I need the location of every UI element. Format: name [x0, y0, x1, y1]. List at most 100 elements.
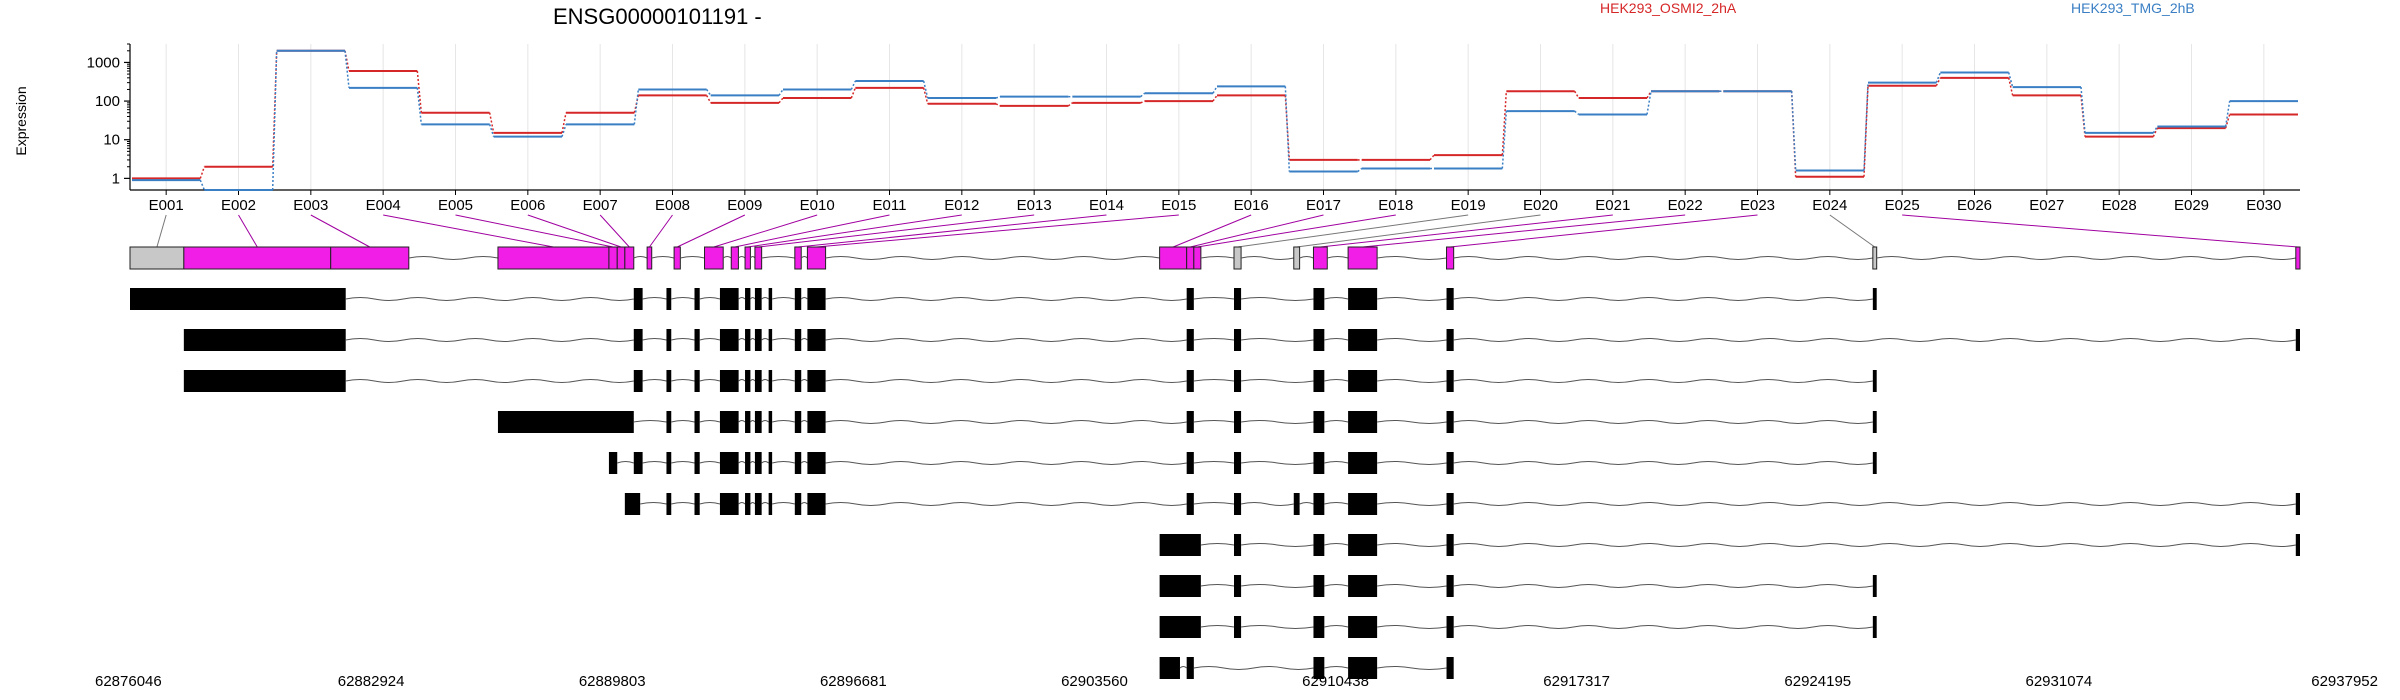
y-axis-label: Expression: [13, 86, 29, 155]
transcript-intron: [1240, 625, 1314, 629]
transcript-exon: [1159, 616, 1201, 638]
transcript-exon: [1233, 452, 1242, 474]
connector-e018: [1197, 214, 1396, 248]
step-connector: [344, 50, 350, 88]
gene-intron: [1453, 256, 1873, 260]
step-connector: [1501, 111, 1508, 169]
transcript-exon: [1293, 493, 1300, 515]
x-tick-label-e030: E030: [2246, 197, 2281, 214]
transcript-exon: [754, 493, 762, 515]
transcript-exon: [719, 493, 739, 515]
transcript-intron: [640, 502, 667, 505]
connector-e024: [1829, 214, 1876, 248]
transcript-exon: [1233, 575, 1242, 597]
exon-e013: [754, 246, 763, 270]
step-connector: [1212, 86, 1218, 94]
transcript-exon: [754, 411, 762, 433]
transcript-exon: [1446, 534, 1454, 556]
connector-e009: [677, 214, 746, 248]
step-connector: [561, 124, 567, 137]
step-connector: [416, 70, 423, 113]
transcript-exon: [1233, 370, 1242, 392]
transcript-exon: [1446, 329, 1454, 351]
transcript-tracks: [130, 288, 2300, 679]
step-connector: [561, 112, 567, 134]
transcript-7: [1159, 534, 2300, 556]
transcript-intron: [1200, 543, 1235, 546]
transcript-exon: [1186, 411, 1194, 433]
exon-e002: [183, 246, 332, 270]
transcript-exon: [794, 329, 802, 351]
transcript-intron: [699, 379, 721, 382]
transcript-exon: [1348, 411, 1378, 433]
transcript-exon: [1313, 575, 1325, 597]
transcript-intron: [1377, 625, 1447, 629]
transcript-intron: [699, 420, 721, 423]
transcript-intron: [750, 502, 756, 505]
transcript-intron: [800, 420, 808, 423]
x-tick-label-e026: E026: [1957, 197, 1992, 214]
transcript-exon: [1446, 493, 1454, 515]
transcript-exon: [1313, 657, 1325, 679]
transcript-exon: [1159, 575, 1201, 597]
transcript-intron: [1179, 666, 1188, 669]
transcript-intron: [1453, 420, 1873, 424]
exon-e020: [1293, 246, 1301, 270]
transcript-intron: [800, 297, 808, 300]
y-tick-label-10: 10: [103, 132, 120, 149]
gene-intron: [1377, 256, 1447, 260]
transcript-exon: [794, 452, 802, 474]
step-connector: [1357, 167, 1363, 173]
step-connector: [344, 50, 350, 72]
x-tick-label-e004: E004: [366, 197, 401, 214]
transcript-intron: [825, 379, 1187, 383]
x-tick-label-e014: E014: [1089, 197, 1124, 214]
transcript-intron: [671, 338, 695, 341]
transcript-intron: [1193, 666, 1314, 670]
transcript-intron: [1377, 543, 1447, 547]
step-connector: [1863, 85, 1869, 177]
transcript-exon: [2295, 534, 2300, 556]
transcript-intron: [825, 461, 1187, 465]
transcript-exon: [1446, 575, 1454, 597]
step-connector: [778, 89, 784, 96]
transcript-intron: [1453, 338, 2296, 342]
x-tick-label-e002: E002: [221, 197, 256, 214]
transcript-exon: [1186, 329, 1194, 351]
series-1: [132, 49, 2298, 180]
step-connector: [1646, 90, 1652, 99]
connector-e022: [1362, 214, 1686, 248]
transcript-exon: [1872, 370, 1877, 392]
transcript-intron: [1453, 502, 2296, 506]
gene-intron: [633, 256, 648, 259]
transcript-1: [130, 288, 1877, 310]
transcript-intron: [1324, 461, 1349, 464]
transcript-exon: [1313, 411, 1325, 433]
transcript-exon: [2295, 493, 2300, 515]
gene-intron: [1240, 256, 1294, 260]
transcript-exon: [1313, 452, 1325, 474]
transcript-exon: [1446, 657, 1454, 679]
transcript-exon: [1872, 575, 1877, 597]
x-tick-label-e015: E015: [1161, 197, 1196, 214]
exon-connectors: [156, 214, 2298, 248]
transcript-exon: [633, 452, 643, 474]
transcript-intron: [642, 379, 667, 382]
transcript-exon: [633, 370, 643, 392]
transcript-intron: [1324, 625, 1349, 628]
step-connector: [1140, 92, 1146, 98]
transcript-intron: [345, 297, 634, 301]
x-tick-label-e007: E007: [583, 197, 618, 214]
transcript-intron: [671, 297, 695, 300]
transcript-intron: [1193, 379, 1235, 382]
transcript-intron: [1324, 584, 1349, 587]
exon-e017: [1186, 246, 1195, 270]
transcript-exon: [1186, 370, 1194, 392]
transcript-intron: [1453, 461, 1873, 465]
transcript-exon: [666, 493, 672, 515]
transcript-exon: [1233, 616, 1242, 638]
transcript-intron: [617, 461, 634, 464]
transcript-exon: [719, 329, 739, 351]
transcript-intron: [1377, 584, 1447, 588]
transcript-exon: [1348, 452, 1378, 474]
